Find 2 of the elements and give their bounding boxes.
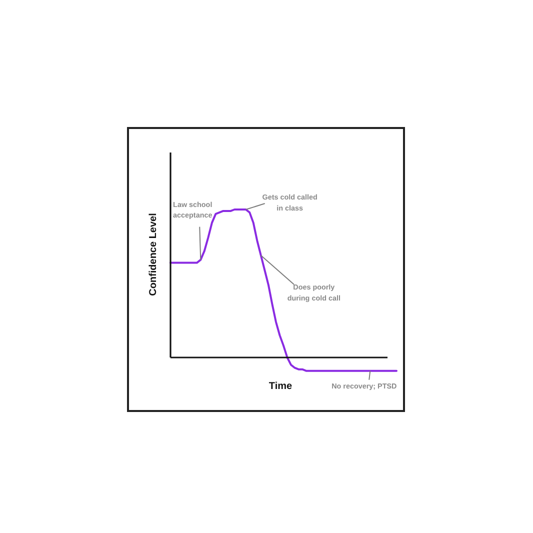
y-axis-title: Confidence Level — [148, 212, 159, 296]
x-axis-title: Time — [268, 381, 293, 392]
